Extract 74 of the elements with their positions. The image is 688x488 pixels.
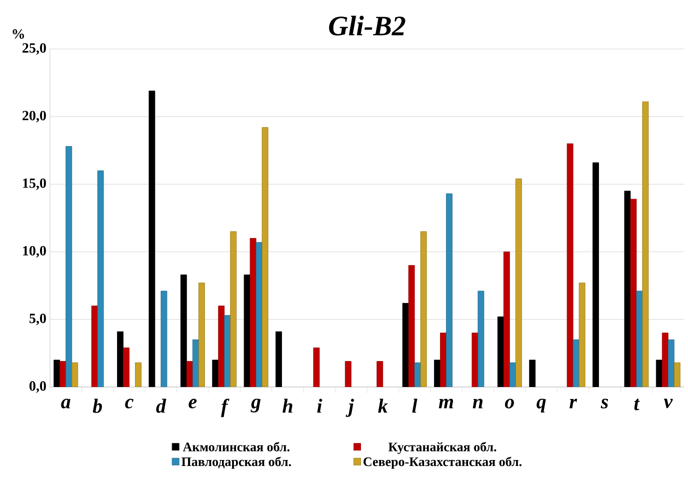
bar [72,362,78,387]
y-tick-label: 20,0 [22,110,46,122]
bar [117,331,124,387]
bar [440,332,446,387]
bar [276,331,282,387]
x-tick-label: b [92,398,102,413]
x-tick-label: r [570,398,578,408]
bar [212,360,219,387]
bar [218,306,225,387]
bar [446,193,452,387]
bar [503,252,510,387]
bar [224,315,231,387]
bar [656,360,662,387]
bar [478,290,484,387]
bar [66,146,72,387]
bar [244,274,250,387]
x-tick-label: f [221,398,230,418]
bar [180,274,187,387]
bar [414,362,421,387]
bar [636,290,643,387]
bar [529,360,536,387]
bar [642,102,649,387]
x-tick-label: q [536,398,546,412]
chart-title: Gli-B2 [329,16,406,36]
x-tick-label: v [664,398,673,408]
bar [592,162,599,387]
bar [578,282,586,387]
x-tick-label: j [346,398,354,417]
bar [97,170,104,387]
bar [198,282,205,387]
bar [54,360,60,387]
bar [674,362,680,387]
x-tick-label: n [472,398,483,408]
x-tick-label: c [125,398,134,408]
x-tick-label: e [188,398,197,408]
bar [256,242,262,387]
y-axis-title: % [12,29,24,39]
bar [515,178,522,387]
bar [262,127,268,387]
bar [148,90,156,387]
bar [509,362,516,387]
x-tick-label: m [438,398,454,408]
bar [160,290,168,387]
legend-label: Северо-Казахстанская обл. [364,456,522,469]
bar [135,362,142,387]
bar [123,348,130,387]
bar [497,316,504,387]
legend-label: Акмолинская обл. [182,442,290,452]
bar [420,231,427,387]
x-tick-label: h [282,398,292,413]
bar [230,231,237,387]
y-tick-label: 0,0 [30,381,46,393]
x-tick-label: g [250,398,261,412]
x-tick-label: a [61,398,70,408]
bar [192,339,199,387]
legend-label: Павлодарская обл. [182,456,291,469]
bar [662,332,668,387]
x-tick-label: i [317,398,322,413]
x-tick-label: t [634,398,640,410]
bar [434,360,440,387]
y-tick-label: 5,0 [30,314,46,326]
x-tick-label: l [412,398,418,413]
y-tick-label: 15,0 [23,178,46,190]
bar [624,190,631,387]
bar [572,339,580,387]
x-tick-label: k [378,398,388,413]
y-tick-label: 10,0 [23,246,46,258]
x-tick-label: s [600,398,608,408]
bar [402,302,409,387]
legend-label: Кустанайская обл. [388,442,496,454]
x-tick-label: d [156,398,166,413]
bar [668,339,674,387]
x-tick-label: o [504,398,514,408]
y-tick-label: 25,0 [22,43,46,55]
